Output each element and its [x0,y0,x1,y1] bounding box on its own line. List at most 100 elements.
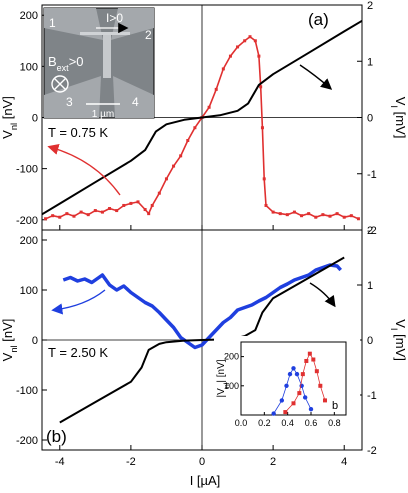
data-point-a [307,212,311,216]
panel-a: -200 -100 0 100 200 -2 -1 0 1 2 Vnl [nV] VI [mV] T =… [0,0,408,237]
y-tick-label-b: 200 [20,235,38,247]
y-tick-label-a: -200 [16,215,38,227]
data-point-a [79,210,83,214]
inset-point-blue [287,371,293,377]
data-point-a [172,164,176,168]
data-point-a [93,209,97,213]
data-point-a [44,217,48,221]
y-axis-label-b: Vnl [nV] [0,319,19,362]
data-point-a [115,209,119,213]
y2-tick-label-a: 2 [367,0,373,12]
data-point-a [58,215,62,219]
y2-tick-label-a: -2 [367,225,377,237]
y2-axis-label-b: VI [mV] [389,319,408,361]
sem-bar [80,32,130,35]
y-tick-label-a: 200 [20,10,38,22]
field-into-page-icon [51,75,69,93]
series-line-b-vi [59,256,345,424]
data-point-a [253,39,257,43]
data-point-a [207,105,211,109]
inset-x-tick-label: 0.4 [281,418,294,428]
inset-x-tick-label: 0.6 [305,418,318,428]
x-axis-label: I [µA] [190,473,221,488]
inset-y-tick-label: 100 [224,381,239,391]
inset-point-red [323,398,327,403]
inset-point-red [318,383,323,388]
y-tick-label-b: -200 [16,435,38,447]
inset-scatter-plot: 0.0 0.2 0.4 0.6 0.8 100 200|Vnl| [nV] b [214,336,360,444]
inset-series-line-red [285,352,326,413]
y-tick-label-b: 100 [20,285,38,297]
y-tick-label-b: -100 [16,385,38,397]
data-point-a [285,213,289,217]
data-point-a [259,85,263,89]
inset-point-red [297,391,302,396]
inset-y-axis-label: |Vnl| [nV] [216,359,231,397]
panel-label-b: (b) [46,427,67,446]
sem-label-1: 1 [49,16,56,30]
data-point-a [236,45,240,49]
data-point-a [271,210,275,214]
sem-label-4: 4 [132,95,139,109]
data-point-a [179,154,183,158]
inset-x-tick-label: 0.0 [235,418,248,428]
inset-background [214,336,360,444]
temperature-label-b: T = 2.50 K [48,345,108,360]
inset-x-tick-label: 0.8 [328,418,341,428]
scale-label: 1 µm [92,109,114,120]
arrow-left-axis-b [51,289,106,315]
data-point-a [278,212,282,216]
data-point-a [136,200,140,204]
inset-point-blue [302,395,308,400]
data-point-a [147,212,151,216]
inset-point-red [291,401,296,406]
y2-tick-label-a: 0 [367,113,373,125]
data-point-a [100,210,104,214]
inset-point-blue [294,371,300,377]
panel-label-a: (a) [308,10,329,29]
data-point-a [262,177,266,181]
y2-tick-label-a: 1 [367,56,373,68]
arrow-left-axis-a [47,143,121,196]
y2-tick-label-a: -1 [367,169,377,181]
data-point-a [186,139,190,143]
inset-point-red [304,358,309,363]
panel-b: -200 -100 0 100 200 -2 -1 0 1 2 -4 -2 0 2 4 Vnl [nV] VI … [0,225,408,468]
inset-point-blue [279,398,285,403]
data-point-a [122,203,126,207]
data-point-a [356,217,360,221]
data-point-a [164,177,168,181]
data-point-a [228,54,232,58]
data-point-a [328,214,332,218]
y-axis-label-a: Vnl [nV] [0,96,19,139]
data-point-a [86,213,90,217]
data-point-a [193,126,197,130]
data-point-a [157,191,161,195]
data-point-a [314,215,318,219]
sem-wire [103,34,111,78]
inset-point-red [311,357,316,362]
data-point-a [292,210,296,214]
inset-point-red [314,369,319,374]
data-point-a [129,201,133,205]
arrow-right-axis-a [299,64,333,90]
data-point-a [51,214,55,218]
data-point-a [349,214,353,218]
data-point-a [335,212,339,216]
data-point-a [143,208,147,212]
inset-point-blue [308,406,314,412]
data-point-a [214,87,218,91]
data-point-a [243,39,247,43]
sem-inset-image: 1 2 3 4 I>0 Bext>0 1 µm [43,7,155,120]
sem-contact-4 [113,76,154,118]
y2-tick-label-b: 2 [367,225,373,237]
data-point-a [264,203,268,207]
y-tick-label-b: 0 [32,335,38,347]
y2-tick-label-b: -2 [367,445,377,457]
x-tick-label: 0 [199,456,205,468]
series-line-b-vnl [62,263,343,350]
sem-contact-3 [44,76,101,118]
inset-point-blue [271,411,276,416]
arrow-right-axis-b [309,282,336,308]
